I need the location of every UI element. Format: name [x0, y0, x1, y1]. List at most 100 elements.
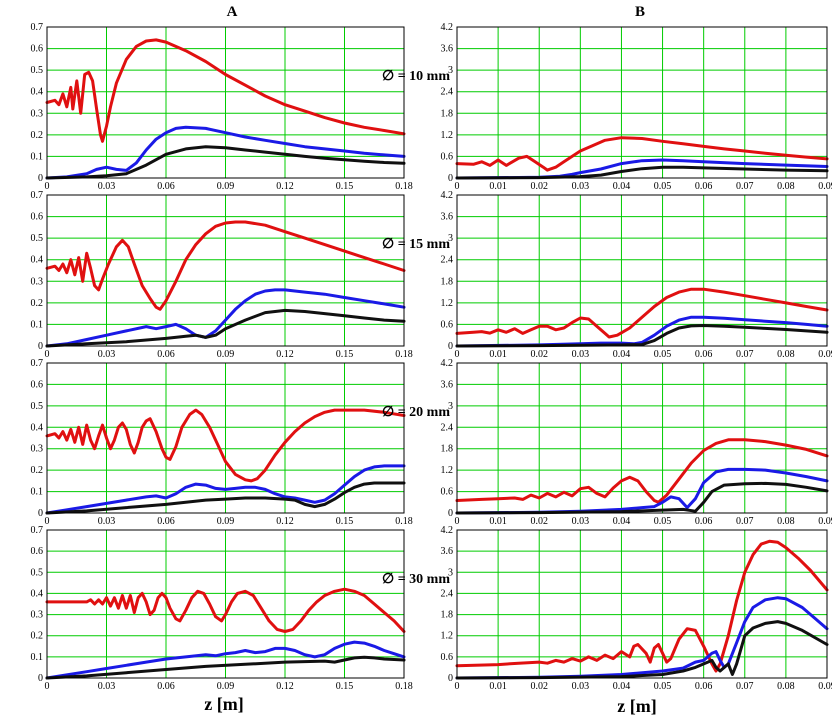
- panel-a2-series-1-line: [45, 220, 406, 311]
- panel-b2-x-tick-label: 0.08: [777, 349, 795, 360]
- panel-b3-x-tick-label: 0.09: [818, 516, 832, 527]
- panel-a4-frame: [46, 529, 405, 679]
- panel-a4-series-3-line: [45, 655, 406, 680]
- panel-a2-x-tick-label: 0.03: [98, 349, 116, 360]
- panel-a1-y-tick-label: 0.5: [31, 65, 44, 76]
- panel-b1-x-tick-label: 0.03: [572, 181, 590, 192]
- panel-b4-x-tick-label: 0: [455, 681, 460, 692]
- panel-b2-y-tick-label: 1.2: [441, 298, 454, 309]
- panel-b3-x-tick-label: 0.07: [736, 516, 754, 527]
- panel-b3-x-tick-label: 0.04: [613, 516, 631, 527]
- panel-a3-x-tick-label: 0.15: [336, 516, 354, 527]
- panel-a1-y-tick-label: 0.1: [31, 151, 44, 162]
- panel-b3-x-tick-label: 0.03: [572, 516, 590, 527]
- panel-b3-series-3-line: [455, 481, 829, 515]
- panel-a2-y-tick-label: 0.1: [31, 319, 44, 330]
- panel-b4: 0 0.01 0.02 0.03 0.04 0.05 0.06 0.07 0.08 0.09 0 0.…: [441, 525, 832, 692]
- panel-b2-x-tick-label: 0.05: [654, 349, 672, 360]
- panel-b2-y-tick-label: 1.8: [441, 276, 454, 287]
- panel-a1-x-tick-label: 0: [45, 181, 50, 192]
- panel-a3-x-tick-label: 0.06: [157, 516, 175, 527]
- diameter-label: ∅ = 30 mm: [382, 572, 450, 587]
- panel-b1-x-tick-label: 0: [455, 181, 460, 192]
- panel-b1-y-tick-label: 1.8: [441, 108, 454, 119]
- panel-b1-x-tick-label: 0.04: [613, 181, 631, 192]
- panel-b3-x-tick-label: 0.08: [777, 516, 795, 527]
- panel-a3-x-tick-label: 0.18: [395, 516, 413, 527]
- panel-b1-x-tick-label: 0.05: [654, 181, 672, 192]
- diameter-label: ∅ = 20 mm: [382, 405, 450, 420]
- panel-a4-x-tick-label: 0.06: [157, 681, 175, 692]
- panel-b2-y-tick-label: 0.6: [441, 319, 454, 330]
- panel-b3-y-tick-label: 1.8: [441, 444, 454, 455]
- panel-b3-frame: [456, 362, 828, 514]
- panel-a1-y-tick-label: 0.4: [31, 87, 44, 98]
- panel-a4-series-1-line: [45, 587, 406, 633]
- panel-b2-x-tick-label: 0.06: [695, 349, 713, 360]
- panel-b3-x-tick-label: 0.02: [530, 516, 548, 527]
- panel-a2-y-tick-label: 0.6: [31, 212, 44, 223]
- panel-a3-x-tick-label: 0.03: [98, 516, 116, 527]
- panels: 0 0.03 0.06 0.09 0.12 0.15 0.18 0 0.1 0.2 0.3 0.4 0.…: [31, 22, 832, 692]
- panel-a3-series-2-line: [45, 464, 406, 515]
- panel-b2-y-tick-label: 3: [448, 233, 453, 244]
- panel-a1-y-tick-label: 0: [38, 173, 43, 184]
- panel-b4-frame: [456, 529, 828, 679]
- panel-a2-x-tick-label: 0: [45, 349, 50, 360]
- panel-b2-x-tick-label: 0.04: [613, 349, 631, 360]
- panel-b1-x-tick-label: 0.07: [736, 181, 754, 192]
- diameter-label: ∅ = 10 mm: [382, 69, 450, 84]
- panel-b1-y-tick-label: 4.2: [441, 22, 454, 33]
- panel-b1-y-tick-label: 2.4: [441, 87, 454, 98]
- panel-b1-x-tick-label: 0.08: [777, 181, 795, 192]
- panel-a3-frame: [46, 362, 405, 514]
- panel-a1-frame: [46, 26, 405, 179]
- panel-a3-y-tick-label: 0.2: [31, 465, 44, 476]
- panel-a4-y-tick-label: 0.3: [31, 610, 44, 621]
- panel-b4-x-tick-label: 0.06: [695, 681, 713, 692]
- panel-b2-x-tick-label: 0.03: [572, 349, 590, 360]
- panel-a3-x-tick-label: 0.09: [217, 516, 235, 527]
- panel-b4-x-tick-label: 0.08: [777, 681, 795, 692]
- panel-b2-y-tick-label: 2.4: [441, 255, 454, 266]
- panel-b4-y-tick-label: 4.2: [441, 525, 454, 536]
- panel-b1-y-tick-label: 0: [448, 173, 453, 184]
- panel-a2-y-tick-label: 0.4: [31, 255, 44, 266]
- panel-a4-x-tick-label: 0.03: [98, 681, 116, 692]
- panel-a1-y-tick-label: 0.3: [31, 108, 44, 119]
- panel-a3-y-tick-label: 0.4: [31, 422, 44, 433]
- panel-a1-x-tick-label: 0.09: [217, 181, 235, 192]
- panel-a4-x-tick-label: 0: [45, 681, 50, 692]
- panel-a3-y-tick-label: 0: [38, 508, 43, 519]
- panel-a4-x-tick-label: 0.09: [217, 681, 235, 692]
- panel-a4: 0 0.03 0.06 0.09 0.12 0.15 0.18 0 0.1 0.2 0.3 0.4 0.…: [31, 525, 451, 692]
- panel-a2-x-tick-label: 0.06: [157, 349, 175, 360]
- panel-b3-y-tick-label: 0.6: [441, 487, 454, 498]
- panel-b4-x-tick-label: 0.07: [736, 681, 754, 692]
- panel-a3-series-1-line: [45, 408, 406, 483]
- panel-b3-y-tick-label: 1.2: [441, 465, 454, 476]
- panel-b4-y-tick-label: 0.6: [441, 652, 454, 663]
- panel-a4-y-tick-label: 0.6: [31, 546, 44, 557]
- panel-a4-y-tick-label: 0.5: [31, 567, 44, 578]
- panel-b3-series-2-line: [455, 467, 829, 515]
- panel-a1: 0 0.03 0.06 0.09 0.12 0.15 0.18 0 0.1 0.2 0.3 0.4 0.…: [31, 22, 451, 192]
- panel-a1-series-2-line: [45, 125, 406, 180]
- panel-b2-x-tick-label: 0.01: [489, 349, 507, 360]
- panel-a2-x-tick-label: 0.09: [217, 349, 235, 360]
- panel-a3: 0 0.03 0.06 0.09 0.12 0.15 0.18 0 0.1 0.2 0.3 0.4 0.…: [31, 358, 451, 527]
- panel-a1-x-tick-label: 0.15: [336, 181, 354, 192]
- panel-a4-y-tick-label: 0.7: [31, 525, 44, 536]
- x-axis-label-b: z [m]: [617, 696, 656, 716]
- panel-b2-y-tick-label: 0: [448, 341, 453, 352]
- panel-b4-y-tick-label: 3: [448, 567, 453, 578]
- panel-a2-y-tick-label: 0.5: [31, 233, 44, 244]
- panel-b2-series-3-line: [455, 324, 829, 348]
- panel-b2-y-tick-label: 4.2: [441, 190, 454, 201]
- panel-a2-x-tick-label: 0.12: [276, 349, 294, 360]
- panel-b3-series-1-line: [455, 438, 829, 504]
- panel-b1-y-tick-label: 1.2: [441, 130, 454, 141]
- column-label-a: A: [227, 4, 238, 20]
- panel-b3-y-tick-label: 2.4: [441, 422, 454, 433]
